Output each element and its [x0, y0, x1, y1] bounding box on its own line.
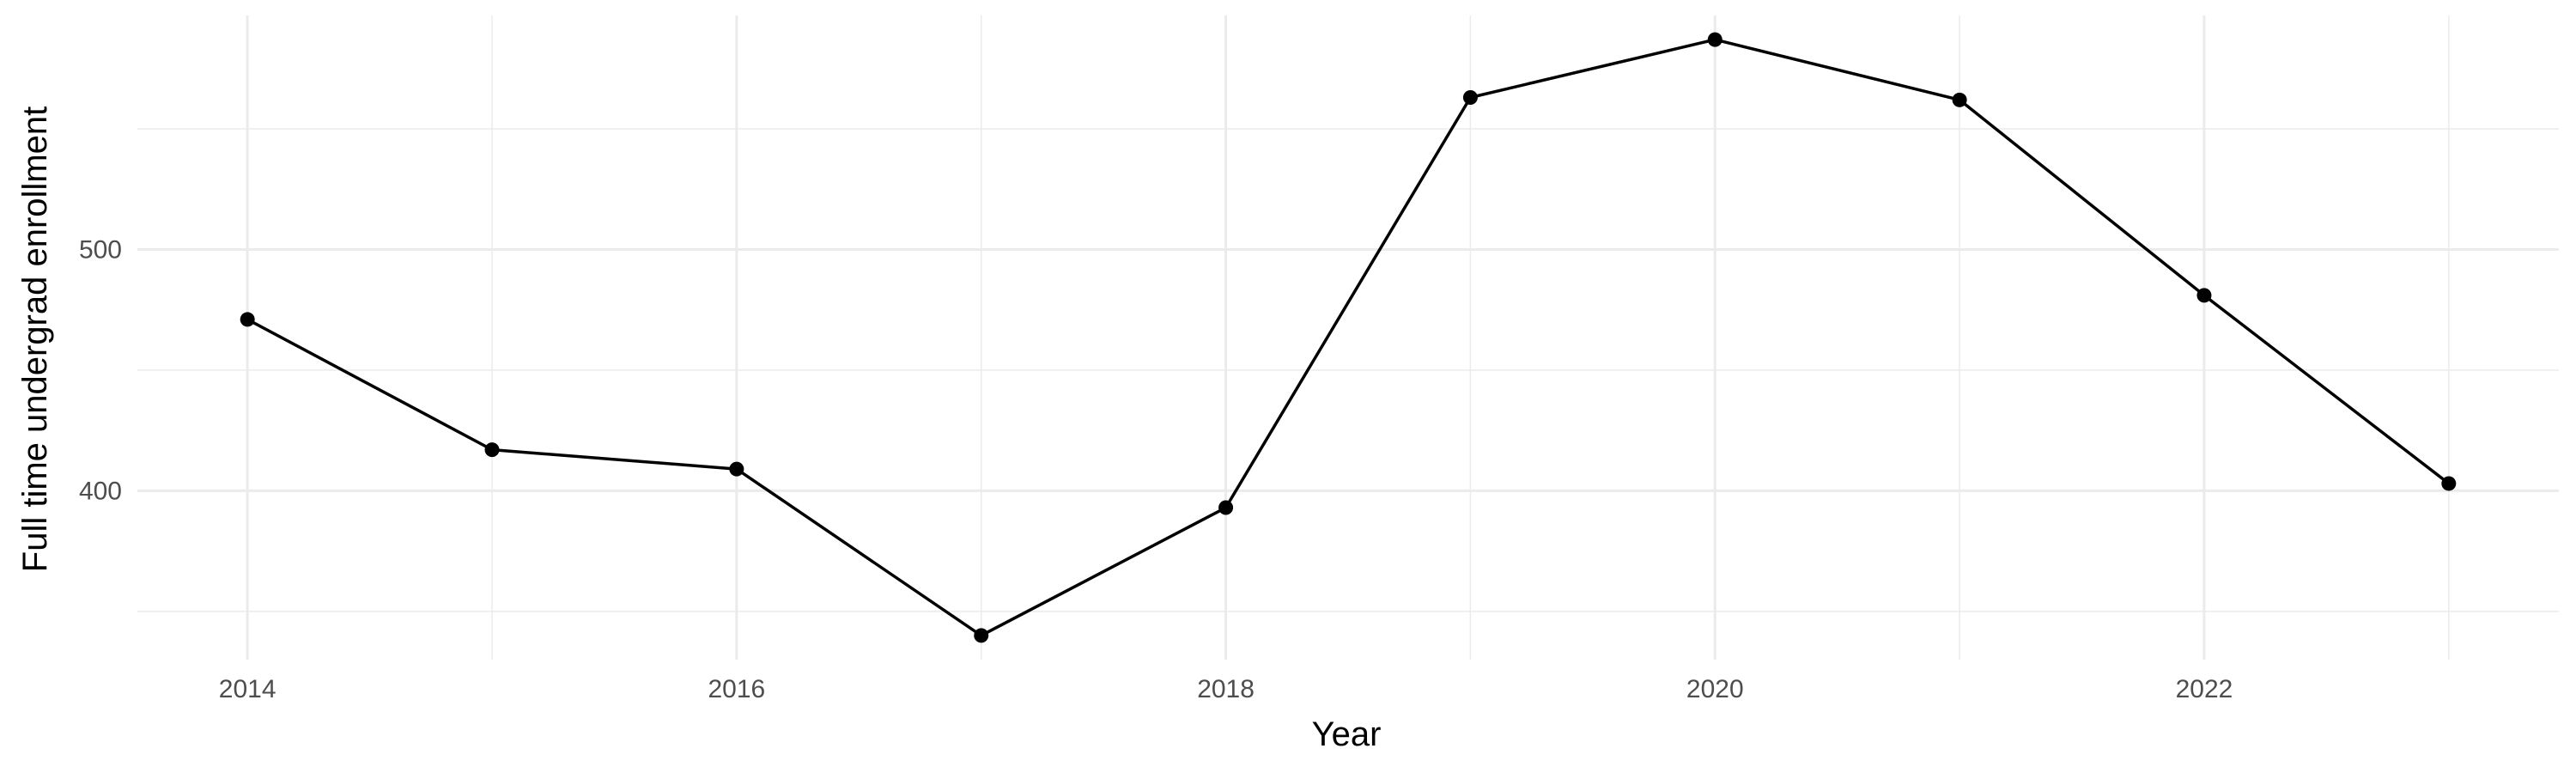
- x-tick-label: 2022: [2176, 675, 2233, 703]
- data-point: [974, 628, 989, 643]
- data-point: [1707, 32, 1722, 47]
- grid-lines: [137, 15, 2559, 660]
- data-point: [1218, 500, 1234, 515]
- y-axis-ticks: 400 500: [79, 235, 122, 505]
- y-tick-label: 500: [79, 235, 122, 264]
- y-axis-title: Full time undergrad enrollment: [16, 107, 54, 572]
- x-tick-label: 2016: [708, 675, 766, 703]
- data-point: [1952, 92, 1967, 107]
- data-point: [484, 442, 500, 458]
- x-axis-title: Year: [1312, 715, 1382, 753]
- x-axis-ticks: 2014 2016 2018 2020 2022: [219, 675, 2233, 703]
- data-point: [729, 461, 744, 477]
- data-point: [1462, 90, 1478, 106]
- x-tick-label: 2020: [1686, 675, 1744, 703]
- data-point: [2441, 476, 2457, 491]
- x-tick-label: 2018: [1197, 675, 1255, 703]
- data-point: [2196, 288, 2212, 303]
- series-line: [246, 38, 2450, 637]
- y-tick-label: 400: [79, 477, 122, 505]
- x-tick-label: 2014: [219, 675, 276, 703]
- series-layer: [240, 32, 2457, 643]
- data-point: [240, 312, 255, 327]
